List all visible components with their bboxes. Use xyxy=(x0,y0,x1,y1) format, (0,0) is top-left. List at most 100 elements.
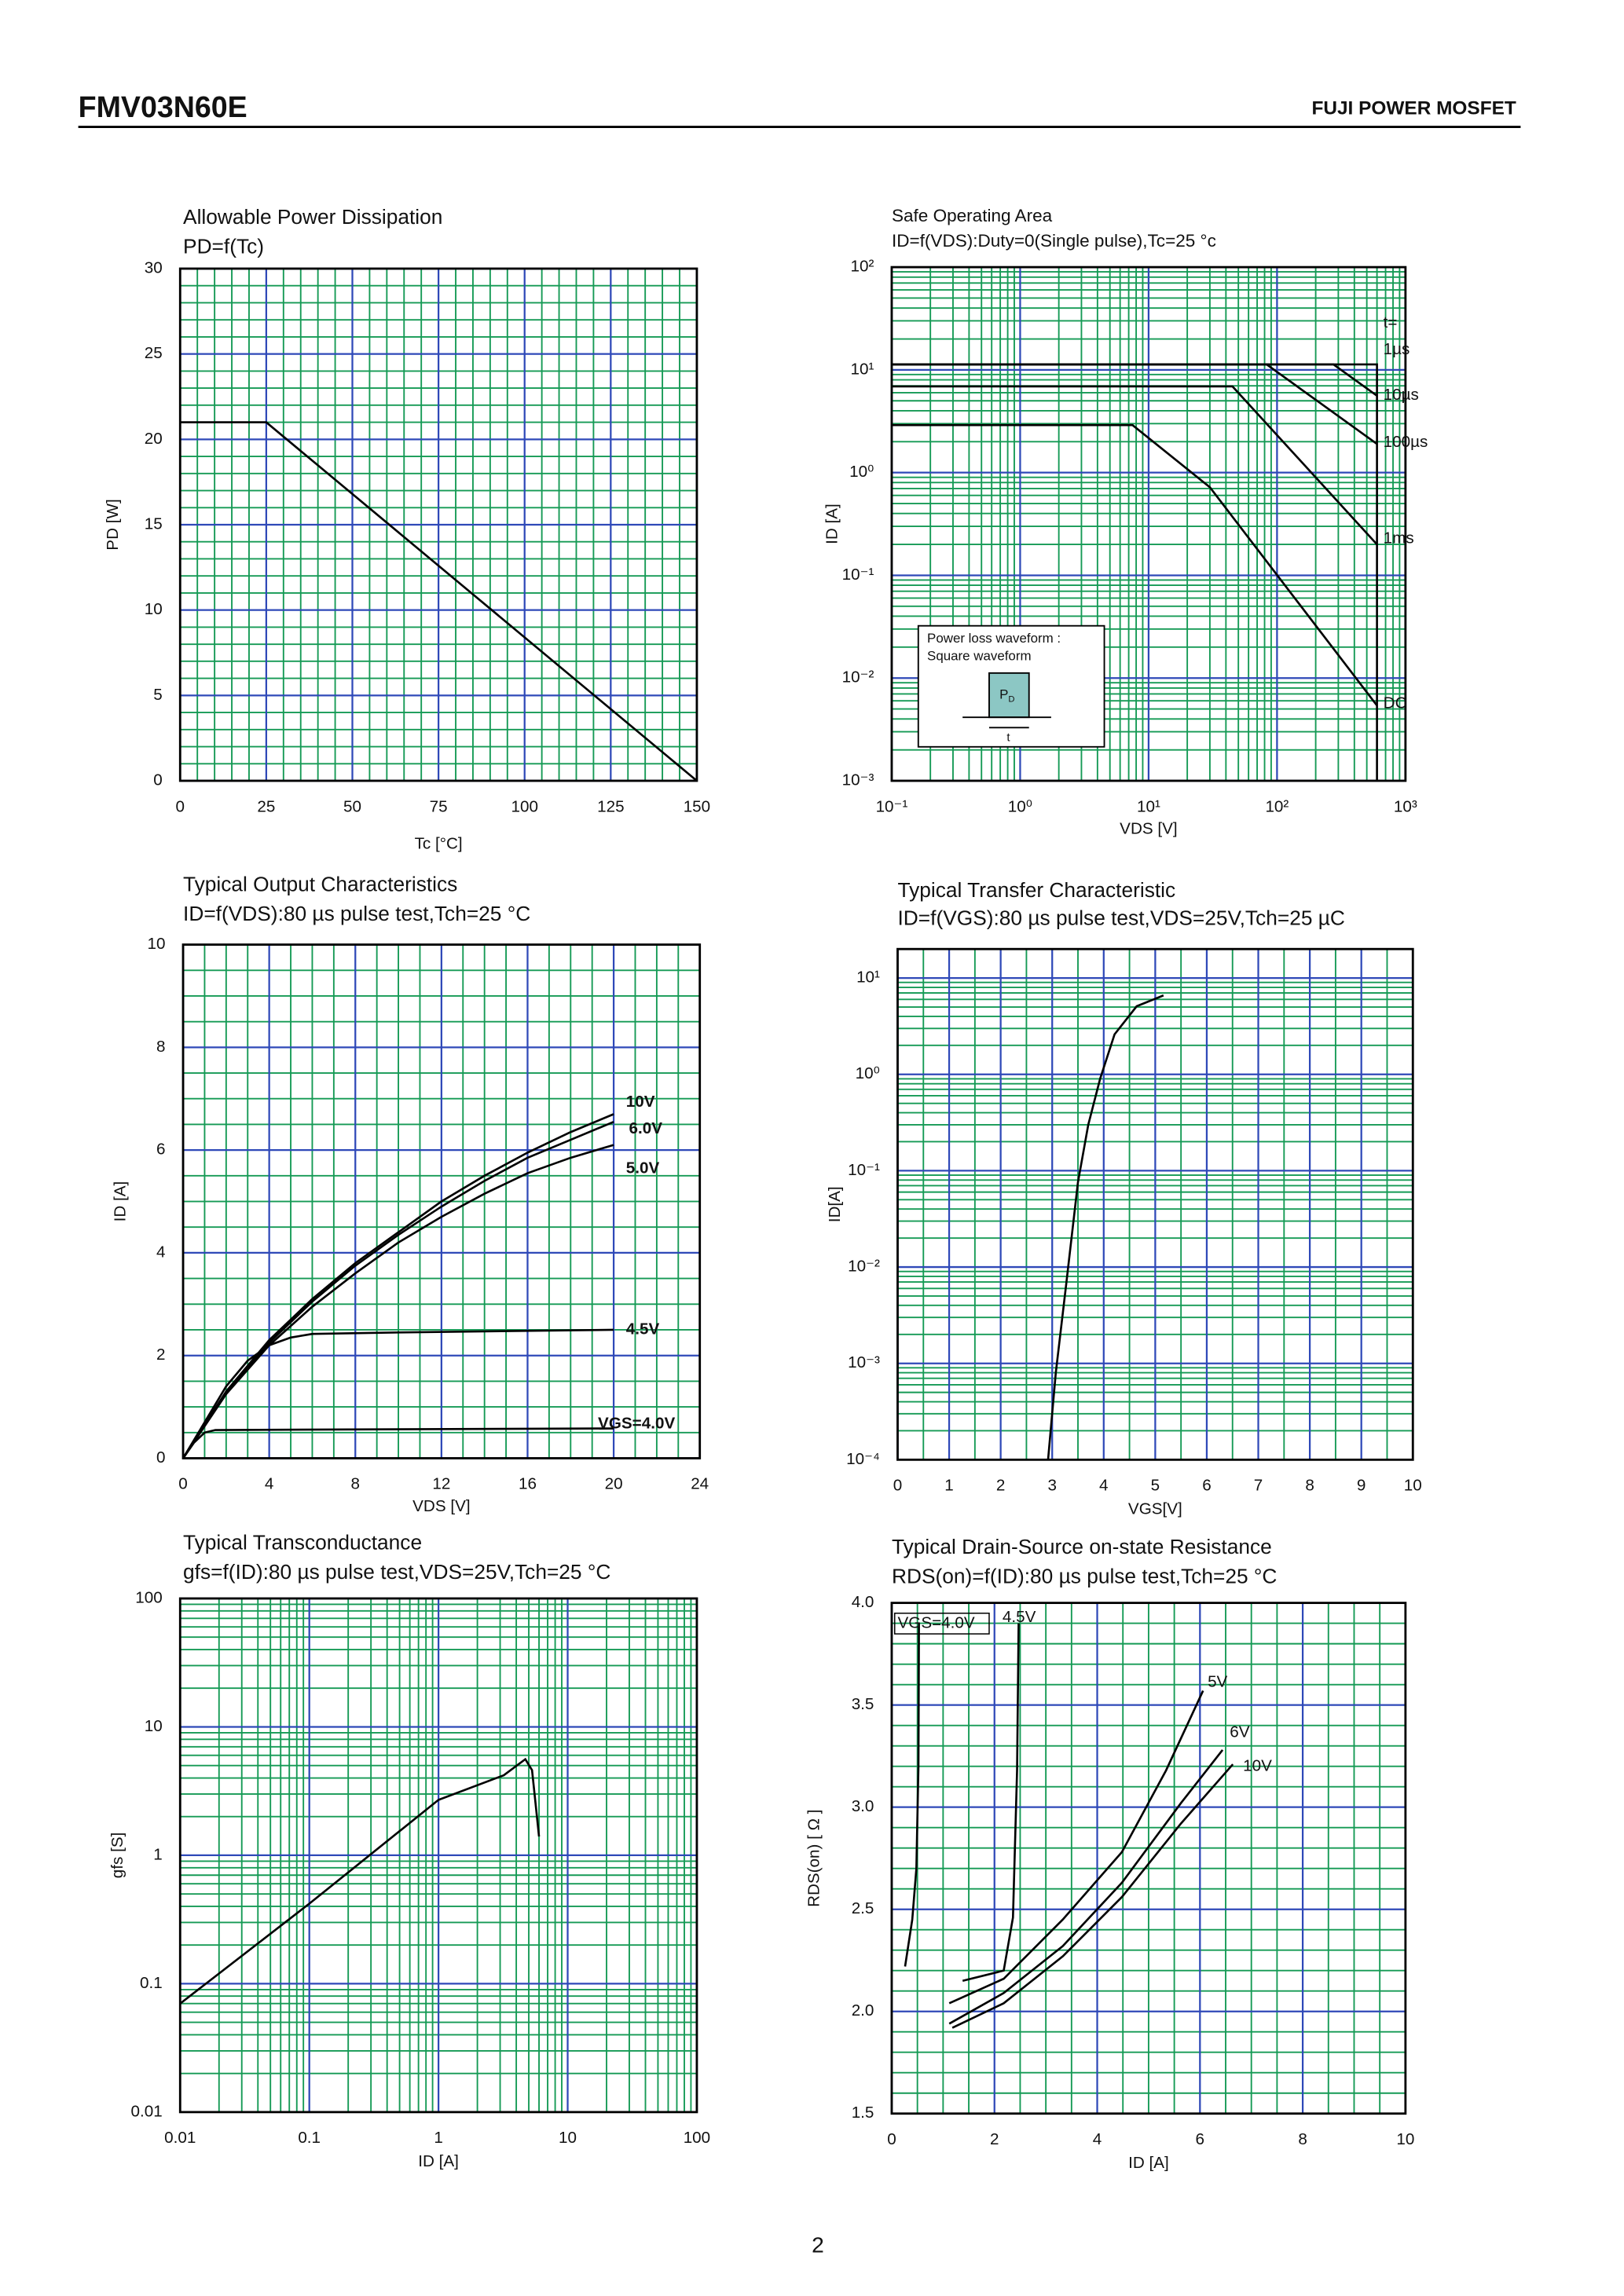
page-number: 2 xyxy=(812,2232,824,2257)
chart-title: Typical Drain-Source on-state Resistance xyxy=(892,1535,1272,1558)
chart-subtitle: ID=f(VGS):80 µs pulse test,VDS=25V,Tch=2… xyxy=(897,906,1344,930)
inset-text: Power loss waveform : xyxy=(927,631,1061,646)
y-tick-label: 10 xyxy=(145,600,163,618)
y-tick-label: 10⁰ xyxy=(856,1064,880,1082)
series-line xyxy=(1047,994,1164,1460)
inset-text: Square waveform xyxy=(927,649,1032,664)
y-tick-label: 10⁻² xyxy=(842,668,874,687)
x-tick-label: 100 xyxy=(684,2129,710,2147)
category: FUJI POWER MOSFET xyxy=(1311,98,1516,119)
x-tick-label: 25 xyxy=(257,797,275,815)
x-tick-label: 10⁻¹ xyxy=(876,797,908,815)
series-label: 5V xyxy=(1208,1673,1227,1691)
annotation: t= xyxy=(1384,313,1398,331)
series-line xyxy=(904,1623,920,1967)
series-label: 4.5V xyxy=(1003,1608,1036,1626)
x-tick-label: 2 xyxy=(990,2130,999,2148)
chart: Typical Transconductance gfs=f(ID):80 µs … xyxy=(108,1530,710,2170)
chart-subtitle: ID=f(VDS):Duty=0(Single pulse),Tc=25 °c xyxy=(892,231,1216,251)
x-tick-label: 4 xyxy=(1093,2130,1102,2148)
x-tick-label: 75 xyxy=(430,797,448,815)
chart-subtitle: ID=f(VDS):80 µs pulse test,Tch=25 °C xyxy=(183,902,530,925)
x-tick-label: 100 xyxy=(511,797,537,815)
series-line xyxy=(181,1427,614,1459)
x-axis-label: ID [A] xyxy=(1128,2154,1169,2172)
x-tick-label: 0.01 xyxy=(164,2129,196,2147)
plot-frame xyxy=(178,1597,698,2114)
chart: Typical Output Characteristics ID=f(VDS):… xyxy=(112,872,709,1515)
x-tick-label: 1 xyxy=(944,1477,954,1495)
x-axis-label: VGS[V] xyxy=(1128,1500,1182,1518)
x-tick-label: 10 xyxy=(559,2129,577,2147)
width-label: t xyxy=(1006,731,1010,744)
y-tick-label: 10⁰ xyxy=(849,463,874,481)
y-tick-label: 10¹ xyxy=(851,360,874,378)
series-line xyxy=(948,1690,1204,2005)
y-tick-label: 20 xyxy=(145,430,163,448)
series-line xyxy=(181,1120,614,1459)
part-number: FMV03N60E xyxy=(79,90,247,123)
series-label: 6.0V xyxy=(629,1119,663,1137)
y-tick-label: 0 xyxy=(153,771,163,789)
x-tick-label: 8 xyxy=(351,1475,361,1493)
x-tick-label: 10² xyxy=(1265,797,1289,815)
chart-title: Typical Transfer Characteristic xyxy=(897,878,1175,902)
y-tick-label: 15 xyxy=(145,514,163,533)
x-tick-label: 2 xyxy=(996,1477,1006,1495)
chart: Safe Operating Area ID=f(VDS):Duty=0(Sing… xyxy=(823,206,1428,837)
y-tick-label: 4 xyxy=(156,1243,166,1261)
series-line xyxy=(891,423,1378,707)
y-tick-label: 10¹ xyxy=(856,969,880,987)
x-axis-label: Tc [°C] xyxy=(415,834,463,852)
x-tick-label: 1 xyxy=(434,2129,443,2147)
y-axis-label: PD [W] xyxy=(104,499,122,550)
series-line xyxy=(951,1763,1234,2029)
x-axis-label: VDS [V] xyxy=(1120,819,1177,837)
y-tick-label: 2 xyxy=(156,1346,166,1364)
y-tick-label: 2.0 xyxy=(852,2001,874,2020)
series-label: 10V xyxy=(1243,1757,1272,1775)
series-label: 6V xyxy=(1230,1723,1249,1741)
y-tick-label: 0 xyxy=(156,1448,166,1467)
y-tick-label: 3.0 xyxy=(852,1797,874,1815)
chart-title: Allowable Power Dissipation xyxy=(183,205,442,229)
series-label: 1µs xyxy=(1384,340,1410,358)
y-axis-label: ID [A] xyxy=(112,1181,130,1222)
series-line xyxy=(181,1144,614,1459)
series-line xyxy=(180,421,698,782)
plot-frame xyxy=(896,947,1414,1461)
x-axis-label: VDS [V] xyxy=(412,1497,470,1515)
x-tick-label: 8 xyxy=(1298,2130,1307,2148)
y-tick-label: 5 xyxy=(153,686,163,704)
y-tick-label: 10⁻¹ xyxy=(842,566,874,584)
x-tick-label: 10³ xyxy=(1394,797,1417,815)
series-line xyxy=(891,385,1378,545)
x-tick-label: 125 xyxy=(597,797,624,815)
series-label: 100µs xyxy=(1384,433,1428,451)
x-tick-label: 0 xyxy=(178,1475,188,1493)
y-axis-label: gfs [S] xyxy=(108,1833,126,1879)
series-line xyxy=(962,1623,1020,1982)
x-tick-label: 6 xyxy=(1196,2130,1205,2148)
plot-frame xyxy=(178,267,698,782)
x-tick-label: 0.1 xyxy=(298,2129,321,2147)
series-line xyxy=(181,1113,614,1459)
y-tick-label: 30 xyxy=(145,258,163,276)
series-label: VGS=4.0V xyxy=(598,1415,675,1433)
y-tick-label: 10 xyxy=(148,935,166,953)
series-line xyxy=(181,1328,614,1459)
chart: Typical Drain-Source on-state Resistance… xyxy=(805,1535,1415,2172)
x-tick-label: 5 xyxy=(1151,1477,1160,1495)
y-tick-label: 6 xyxy=(156,1141,166,1159)
pulse-sub: D xyxy=(1008,695,1014,705)
x-tick-label: 6 xyxy=(1202,1477,1212,1495)
y-axis-label: ID[A] xyxy=(826,1186,844,1222)
y-tick-label: 10⁻³ xyxy=(842,771,874,789)
chart: Typical Transfer Characteristic ID=f(VGS)… xyxy=(826,878,1422,1518)
series-label: 10µs xyxy=(1384,386,1419,404)
x-tick-label: 0 xyxy=(887,2130,896,2148)
series-line xyxy=(891,363,1378,445)
y-tick-label: 0.01 xyxy=(131,2102,163,2120)
